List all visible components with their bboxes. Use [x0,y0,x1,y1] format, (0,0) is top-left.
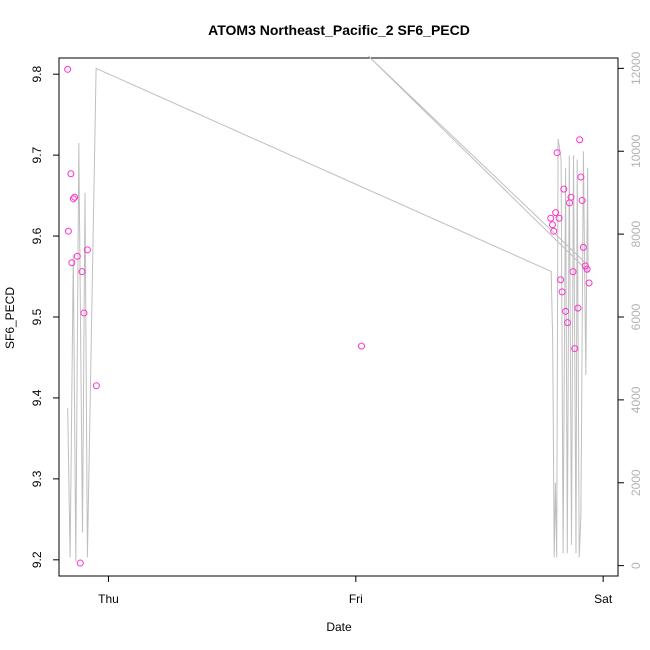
data-point-10 [83,246,91,254]
plot-area: 9.2 9.3 9.4 9.5 9.6 9.7 9.8 0 2000 4000 6000 8000 10… [30,51,643,606]
data-point-35 [585,279,593,287]
data-point-8 [78,268,86,276]
data-point-5 [71,193,79,201]
data-point-4 [69,195,77,203]
data-point-15 [550,227,558,235]
data-point-2 [67,170,75,178]
y2-tick-label-2: 4000 [629,386,643,413]
data-point-27 [571,345,579,353]
y2-tick-label-6: 12000 [629,51,643,85]
data-point-0 [64,65,72,73]
data-point-26 [569,268,577,276]
data-point-16 [552,209,560,217]
x-tick-label-2: Sat [594,592,613,606]
data-point-30 [577,173,585,181]
data-point-25 [567,193,575,201]
y-tick-label-3: 9.5 [30,308,44,325]
data-point-34 [583,265,591,273]
x-axis-label: Date [326,620,352,634]
y2-tick-label-5: 10000 [629,134,643,168]
data-point-17 [553,149,561,157]
chart-title: ATOM3 Northeast_Pacific_2 SF6_PECD [208,22,470,38]
data-point-18 [555,214,563,222]
y2-tick-label-4: 8000 [629,220,643,247]
data-point-28 [574,304,582,312]
y-tick-label-2: 9.4 [30,389,44,406]
y2-tick-label-0: 0 [629,562,643,569]
data-point-9 [80,309,88,317]
data-point-20 [558,288,566,296]
data-point-1 [64,227,72,235]
data-point-6 [73,252,81,260]
y-tick-label-0: 9.2 [30,551,44,568]
data-point-32 [579,243,587,251]
y-tick-label-4: 9.6 [30,227,44,244]
data-point-29 [576,136,584,144]
y-tick-label-1: 9.3 [30,470,44,487]
y2-tick-label-1: 2000 [629,469,643,496]
plot-frame [58,57,619,577]
data-point-21 [560,185,568,193]
y2-tick-label-3: 6000 [629,303,643,330]
data-point-11 [92,382,100,390]
data-point-12 [358,342,366,350]
x-tick-label-1: Fri [349,592,363,606]
data-point-7 [76,559,84,567]
data-point-31 [578,196,586,204]
y-tick-label-5: 9.7 [30,146,44,163]
series-line-right-axis [67,55,589,562]
y-axis-label: SF6_PECD [3,287,17,349]
y-tick-label-6: 9.8 [30,66,44,83]
data-point-22 [562,307,570,315]
data-point-13 [547,214,555,222]
x-tick-label-0: Thu [98,592,119,606]
data-point-23 [564,319,572,327]
data-point-14 [548,221,556,229]
data-point-19 [557,276,565,284]
data-point-3 [68,259,76,267]
